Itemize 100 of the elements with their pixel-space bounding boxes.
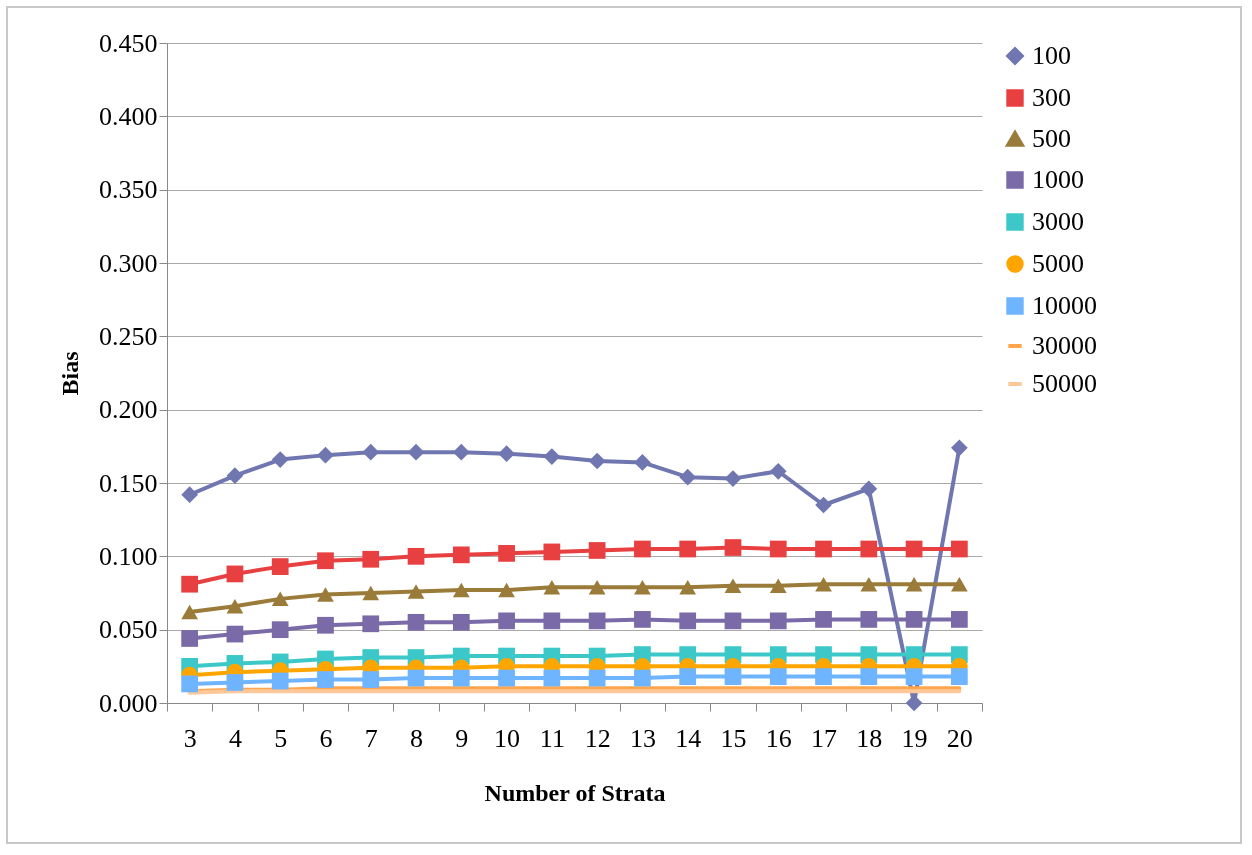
- point: [181, 630, 198, 647]
- x-tick-label: 14: [675, 723, 702, 753]
- y-tick-label: 0.300: [99, 248, 158, 278]
- x-tick-label: 19: [901, 723, 928, 753]
- x-tick-label: 13: [629, 723, 656, 753]
- point: [950, 611, 968, 628]
- y-tick-label: 0.000: [99, 688, 158, 718]
- point: [905, 540, 923, 558]
- point: [860, 611, 878, 628]
- point: [362, 615, 380, 633]
- point: [724, 668, 742, 685]
- point: [815, 540, 832, 558]
- point: [769, 540, 787, 558]
- point: [634, 454, 651, 471]
- x-tick-label: 11: [539, 723, 565, 753]
- point: [452, 582, 470, 598]
- legend-label: 1000: [1032, 165, 1084, 194]
- point: [860, 480, 878, 498]
- x-tick-label: 8: [410, 723, 424, 753]
- point: [407, 613, 425, 631]
- x-tick-label: 4: [228, 723, 242, 753]
- point: [860, 668, 878, 685]
- legend-label: 3000: [1032, 207, 1084, 236]
- point: [679, 579, 697, 595]
- x-tick-label: 12: [584, 723, 611, 753]
- point: [226, 598, 244, 614]
- point: [407, 443, 425, 461]
- point: [181, 675, 198, 693]
- point: [724, 539, 742, 556]
- point: [860, 576, 878, 592]
- point: [271, 591, 289, 607]
- x-tick-label: 10: [494, 723, 521, 753]
- legend-label: 500: [1032, 124, 1071, 153]
- point: [452, 613, 470, 631]
- point: [950, 439, 968, 457]
- x-tick-label: 3: [183, 723, 197, 753]
- legend-label: 50000: [1032, 369, 1097, 398]
- point: [271, 621, 289, 639]
- point: [905, 576, 923, 592]
- point: [498, 612, 515, 630]
- point: [815, 668, 832, 685]
- point: [724, 470, 742, 487]
- point: [317, 446, 334, 464]
- point: [498, 545, 515, 562]
- point: [271, 672, 289, 690]
- point: [543, 448, 561, 465]
- point: [950, 576, 968, 592]
- x-tick-label: 7: [364, 723, 378, 753]
- point: [860, 540, 878, 558]
- y-tick-label: 0.150: [99, 468, 158, 498]
- x-tick-label: 5: [274, 723, 288, 753]
- point: [769, 612, 787, 630]
- y-tick-label: 0.050: [99, 615, 158, 645]
- legend-label: 300: [1032, 83, 1071, 112]
- point: [362, 443, 380, 461]
- point: [679, 468, 697, 486]
- point: [634, 540, 651, 558]
- point: [452, 443, 470, 461]
- point: [950, 668, 968, 685]
- point: [407, 584, 425, 599]
- point: [362, 671, 380, 688]
- y-tick-label: 0.200: [99, 395, 158, 425]
- point: [588, 579, 606, 595]
- point: [271, 558, 289, 575]
- point: [634, 579, 651, 595]
- x-tick-label: 17: [811, 723, 838, 753]
- point: [815, 496, 832, 514]
- point: [588, 452, 606, 470]
- legend-label: 30000: [1032, 331, 1097, 360]
- point: [588, 669, 606, 687]
- point: [226, 467, 244, 485]
- point: [498, 669, 515, 687]
- point: [543, 669, 561, 687]
- point: [634, 611, 651, 628]
- point: [769, 578, 787, 593]
- point: [271, 451, 289, 468]
- x-tick-label: 15: [720, 723, 747, 753]
- x-tick-label: 6: [319, 723, 333, 753]
- point: [543, 612, 561, 630]
- point: [181, 486, 199, 504]
- legend-label: 5000: [1032, 249, 1084, 278]
- point: [724, 578, 742, 593]
- point: [905, 611, 923, 628]
- point: [950, 540, 968, 558]
- point: [634, 669, 651, 687]
- point: [362, 585, 380, 601]
- point: [407, 547, 425, 565]
- x-tick-label: 20: [946, 723, 973, 753]
- point: [543, 543, 561, 561]
- x-axis-title: Number of Strata: [484, 779, 666, 806]
- point: [679, 612, 697, 630]
- point: [362, 550, 380, 568]
- point: [226, 625, 244, 643]
- point: [815, 576, 832, 592]
- x-tick-label: 16: [765, 723, 792, 753]
- point: [588, 612, 606, 630]
- point: [679, 668, 697, 685]
- point: [543, 579, 561, 595]
- point: [226, 565, 244, 583]
- point: [498, 582, 515, 598]
